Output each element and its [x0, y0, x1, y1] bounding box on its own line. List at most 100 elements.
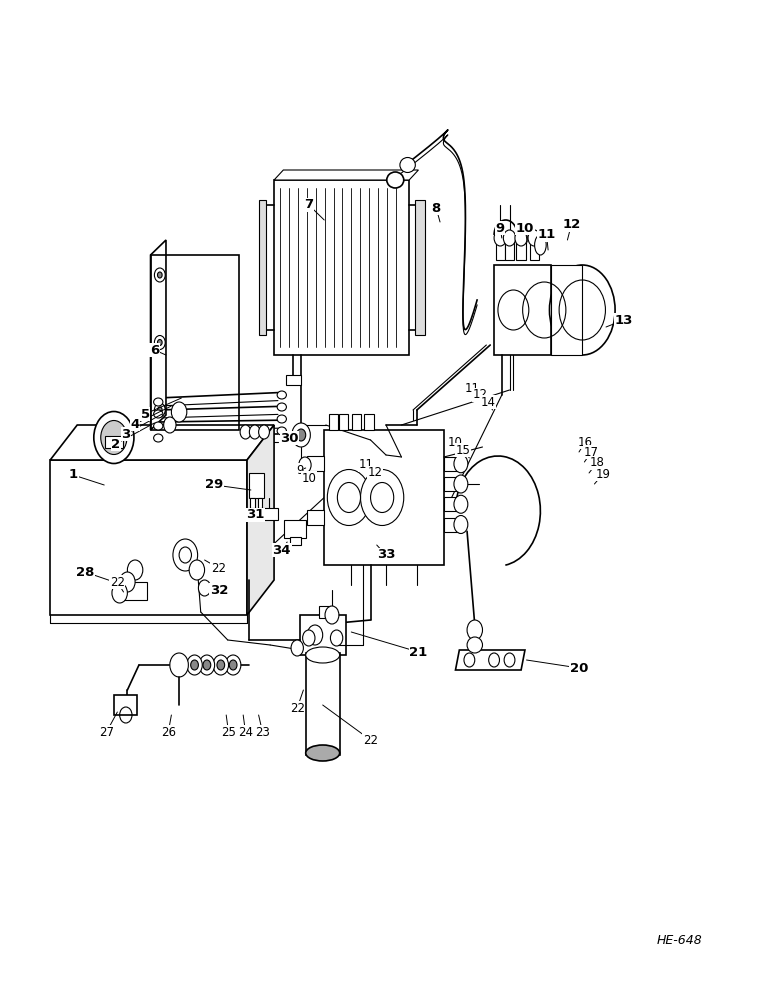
Bar — [444, 477, 458, 491]
Text: 12: 12 — [367, 466, 383, 480]
Bar — [290, 537, 301, 545]
Ellipse shape — [277, 403, 286, 411]
Ellipse shape — [400, 157, 415, 172]
Polygon shape — [247, 425, 274, 615]
Circle shape — [528, 230, 540, 246]
Circle shape — [189, 560, 205, 580]
Circle shape — [259, 425, 269, 439]
Text: 12: 12 — [562, 219, 581, 232]
Bar — [505, 242, 514, 260]
Circle shape — [164, 417, 176, 433]
Polygon shape — [50, 460, 247, 615]
Bar — [339, 414, 348, 430]
Ellipse shape — [467, 637, 482, 653]
Text: 22: 22 — [110, 576, 125, 588]
Ellipse shape — [306, 647, 340, 663]
Circle shape — [127, 560, 143, 580]
Polygon shape — [50, 425, 274, 460]
Polygon shape — [274, 170, 418, 180]
Text: 7: 7 — [304, 198, 313, 212]
Bar — [306, 653, 340, 755]
Text: 30: 30 — [280, 432, 299, 444]
Bar — [261, 508, 278, 520]
Text: 33: 33 — [377, 548, 395, 562]
Text: 12: 12 — [472, 388, 488, 401]
Text: 1: 1 — [69, 468, 78, 482]
Circle shape — [112, 583, 127, 603]
Circle shape — [467, 620, 482, 640]
Text: 22: 22 — [363, 734, 378, 746]
Circle shape — [296, 429, 306, 441]
Circle shape — [361, 470, 404, 526]
Ellipse shape — [387, 172, 404, 188]
Circle shape — [203, 660, 211, 670]
Ellipse shape — [534, 235, 546, 255]
Circle shape — [454, 495, 468, 513]
Polygon shape — [455, 650, 525, 670]
Ellipse shape — [154, 410, 163, 418]
Bar — [284, 520, 306, 538]
Circle shape — [503, 230, 516, 246]
Bar — [286, 375, 301, 385]
Circle shape — [291, 640, 303, 656]
Circle shape — [191, 660, 198, 670]
Circle shape — [292, 423, 310, 447]
Text: 31: 31 — [245, 508, 264, 522]
Bar — [259, 200, 266, 335]
Bar — [444, 497, 458, 511]
Bar — [444, 457, 458, 471]
Circle shape — [157, 407, 162, 413]
Bar — [444, 518, 458, 532]
Text: 11: 11 — [465, 381, 480, 394]
Text: 2: 2 — [111, 438, 120, 450]
Text: 16: 16 — [577, 436, 593, 448]
Circle shape — [171, 402, 187, 422]
Text: 17: 17 — [584, 446, 599, 458]
Bar — [530, 242, 539, 260]
Text: 27: 27 — [99, 726, 114, 738]
Text: 24: 24 — [238, 726, 253, 738]
Circle shape — [330, 630, 343, 646]
Bar — [415, 200, 425, 335]
Bar — [551, 265, 582, 355]
Text: 20: 20 — [570, 662, 588, 674]
Circle shape — [157, 272, 162, 278]
Text: 9: 9 — [296, 464, 303, 477]
Circle shape — [157, 340, 162, 346]
Circle shape — [170, 653, 188, 677]
Text: 5: 5 — [141, 408, 150, 420]
Bar — [494, 265, 551, 355]
Bar — [307, 456, 324, 471]
Ellipse shape — [277, 415, 286, 423]
Text: 22: 22 — [290, 702, 305, 714]
Ellipse shape — [154, 434, 163, 442]
Circle shape — [198, 580, 211, 596]
Circle shape — [225, 655, 241, 675]
Circle shape — [213, 655, 229, 675]
Circle shape — [94, 412, 134, 464]
Circle shape — [229, 660, 237, 670]
Text: 13: 13 — [615, 314, 633, 326]
Circle shape — [454, 516, 468, 534]
Circle shape — [187, 655, 202, 675]
Text: 10: 10 — [516, 222, 534, 234]
Bar — [105, 436, 124, 448]
Bar — [249, 473, 264, 498]
Bar — [307, 510, 324, 524]
Text: 6: 6 — [150, 344, 159, 357]
Text: 4: 4 — [130, 418, 140, 430]
Text: 3: 3 — [121, 428, 130, 440]
Ellipse shape — [277, 427, 286, 435]
Text: 25: 25 — [221, 726, 236, 738]
Text: 15: 15 — [455, 444, 471, 456]
Ellipse shape — [154, 422, 163, 430]
Text: 9: 9 — [496, 222, 505, 234]
Bar — [319, 606, 330, 618]
Circle shape — [325, 606, 339, 624]
Text: 34: 34 — [273, 544, 291, 556]
Ellipse shape — [154, 398, 163, 406]
Circle shape — [327, 470, 371, 526]
Circle shape — [303, 630, 315, 646]
Text: 18: 18 — [589, 456, 604, 470]
Bar — [274, 180, 409, 355]
